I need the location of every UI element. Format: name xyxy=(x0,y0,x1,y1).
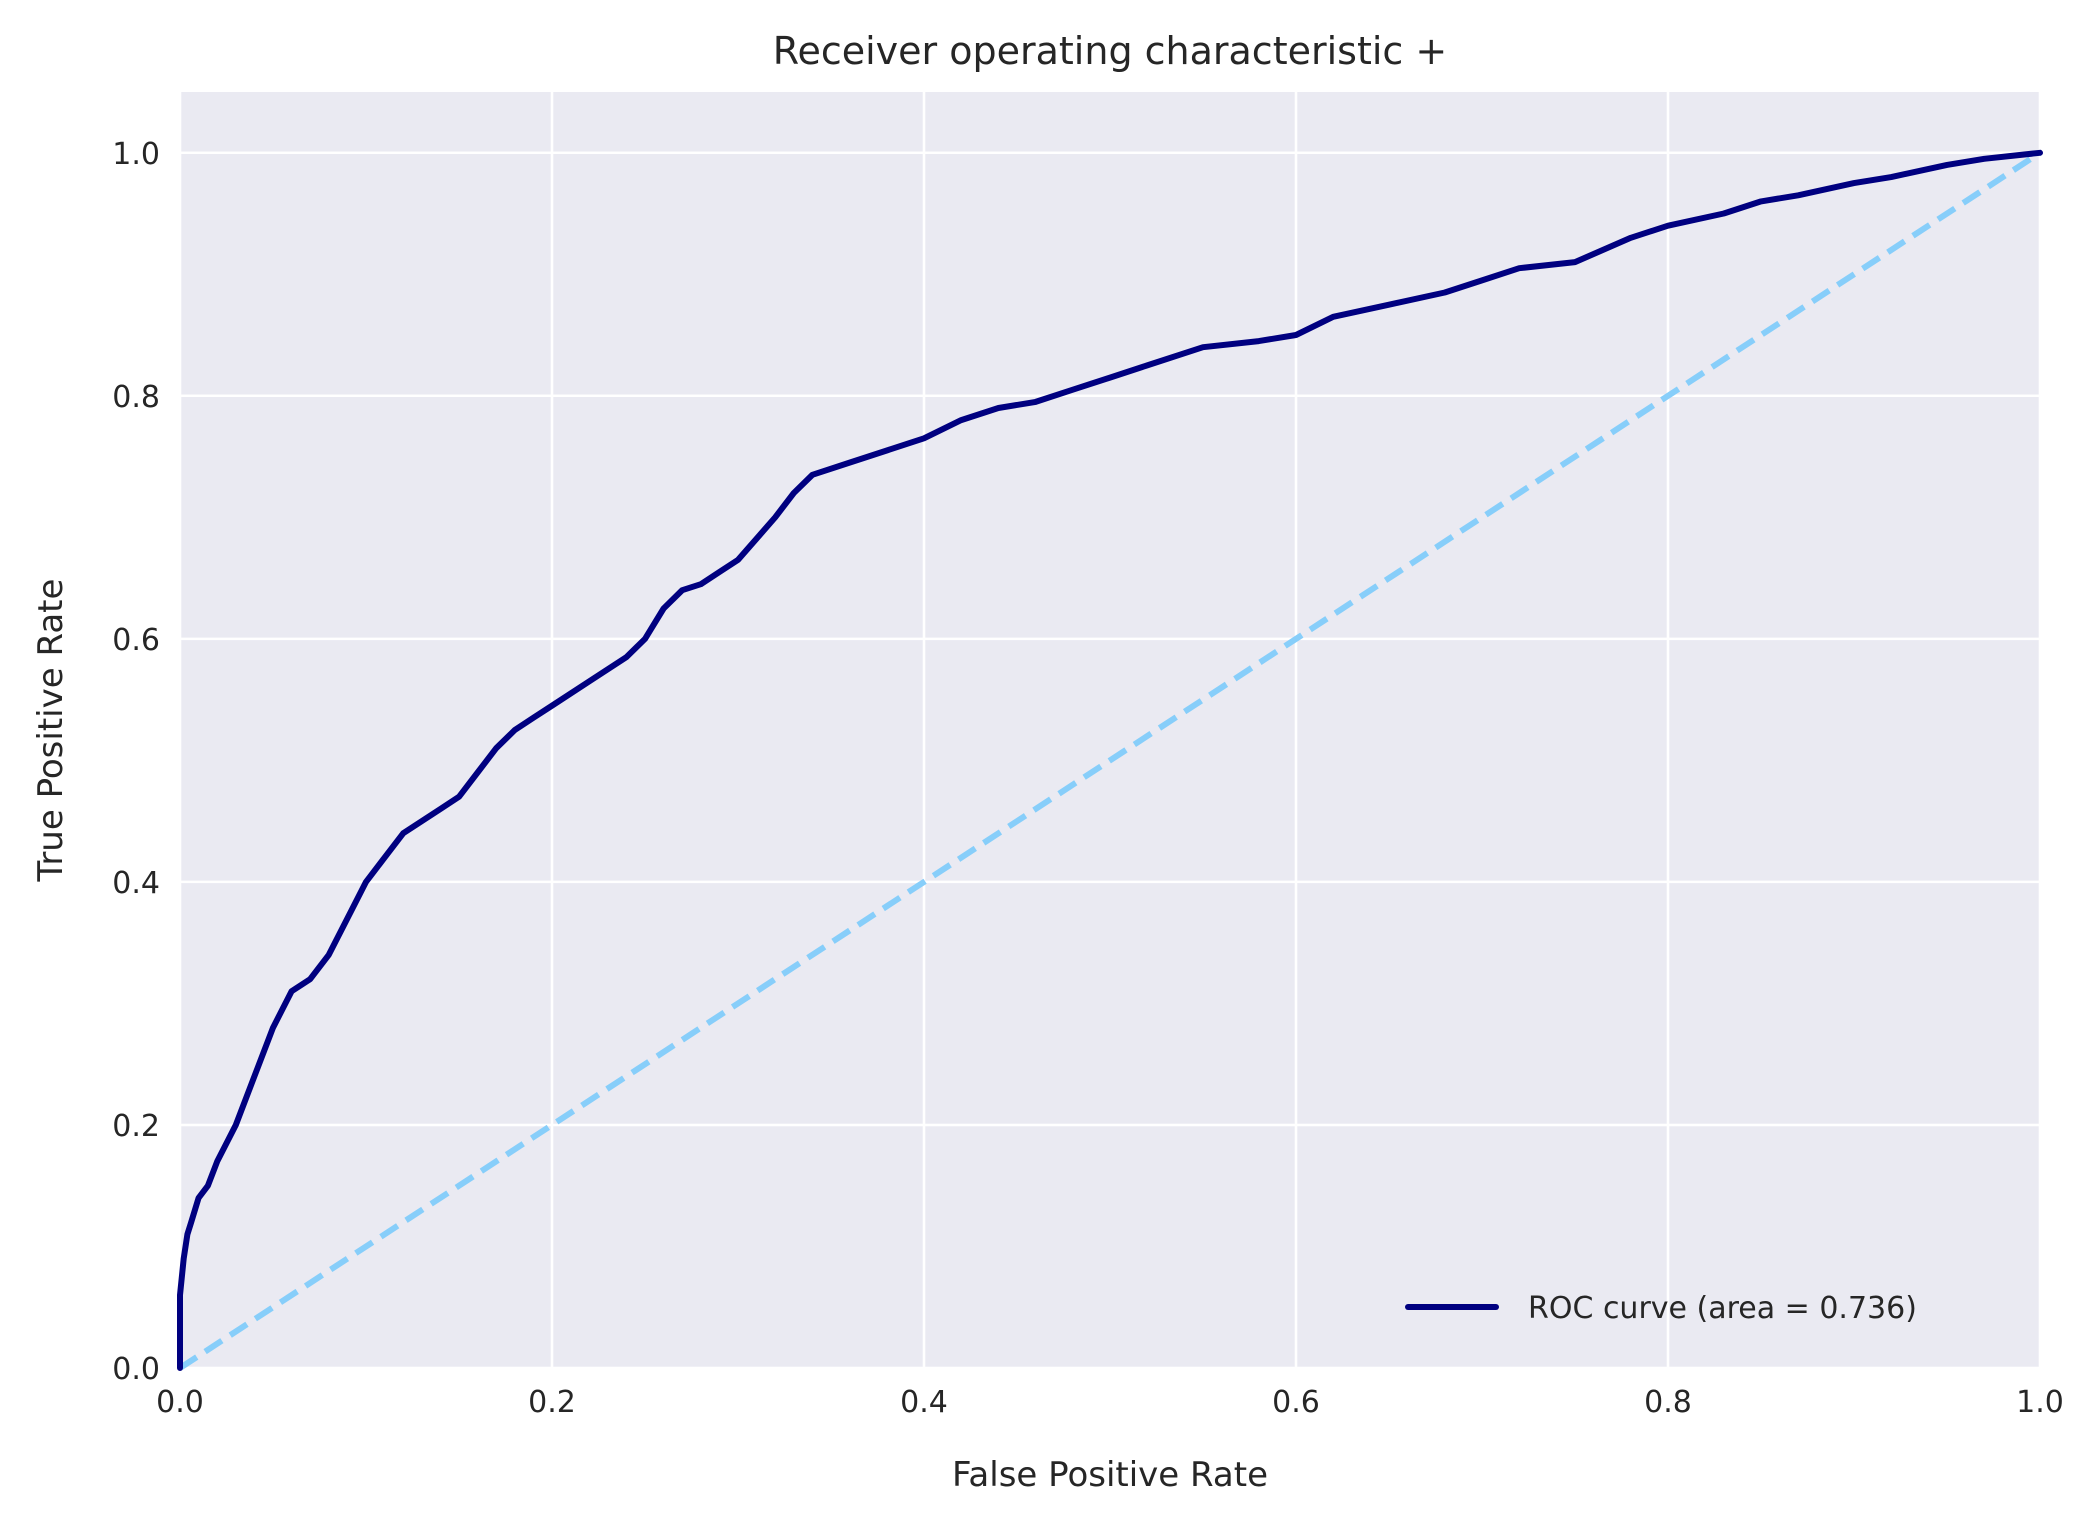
y-tick-label: 0.6 xyxy=(112,623,160,658)
legend: ROC curve (area = 0.736) xyxy=(1405,1291,1917,1326)
roc-curve-line xyxy=(177,149,2043,1371)
grid-lines xyxy=(178,92,2042,1370)
x-axis-label: False Positive Rate xyxy=(952,1455,1268,1495)
y-tick-label: 0.4 xyxy=(112,866,160,901)
chart-title: Receiver operating characteristic + xyxy=(773,29,1447,73)
x-tick-label: 0.0 xyxy=(156,1385,204,1420)
y-axis-label: True Positive Rate xyxy=(31,579,71,883)
plot-background xyxy=(180,92,2040,1368)
x-tick-label: 0.6 xyxy=(1272,1385,1320,1420)
y-tick-label: 0.0 xyxy=(112,1352,160,1387)
y-tick-label: 0.2 xyxy=(112,1109,160,1144)
x-tick-label: 0.8 xyxy=(1644,1385,1692,1420)
tick-labels: 0.0 0.2 0.4 0.6 0.8 1.0 0.0 0.2 0.4 0.6 0.8 1.0 xyxy=(112,137,2064,1420)
y-tick-label: 1.0 xyxy=(112,137,160,172)
x-tick-label: 1.0 xyxy=(2016,1385,2064,1420)
series-layer xyxy=(177,149,2043,1371)
chance-diagonal-line xyxy=(178,150,2042,1371)
x-tick-label: 0.2 xyxy=(528,1385,576,1420)
y-tick-label: 0.8 xyxy=(112,380,160,415)
legend-label-roc-curve: ROC curve (area = 0.736) xyxy=(1528,1291,1917,1326)
x-tick-label: 0.4 xyxy=(900,1385,948,1420)
